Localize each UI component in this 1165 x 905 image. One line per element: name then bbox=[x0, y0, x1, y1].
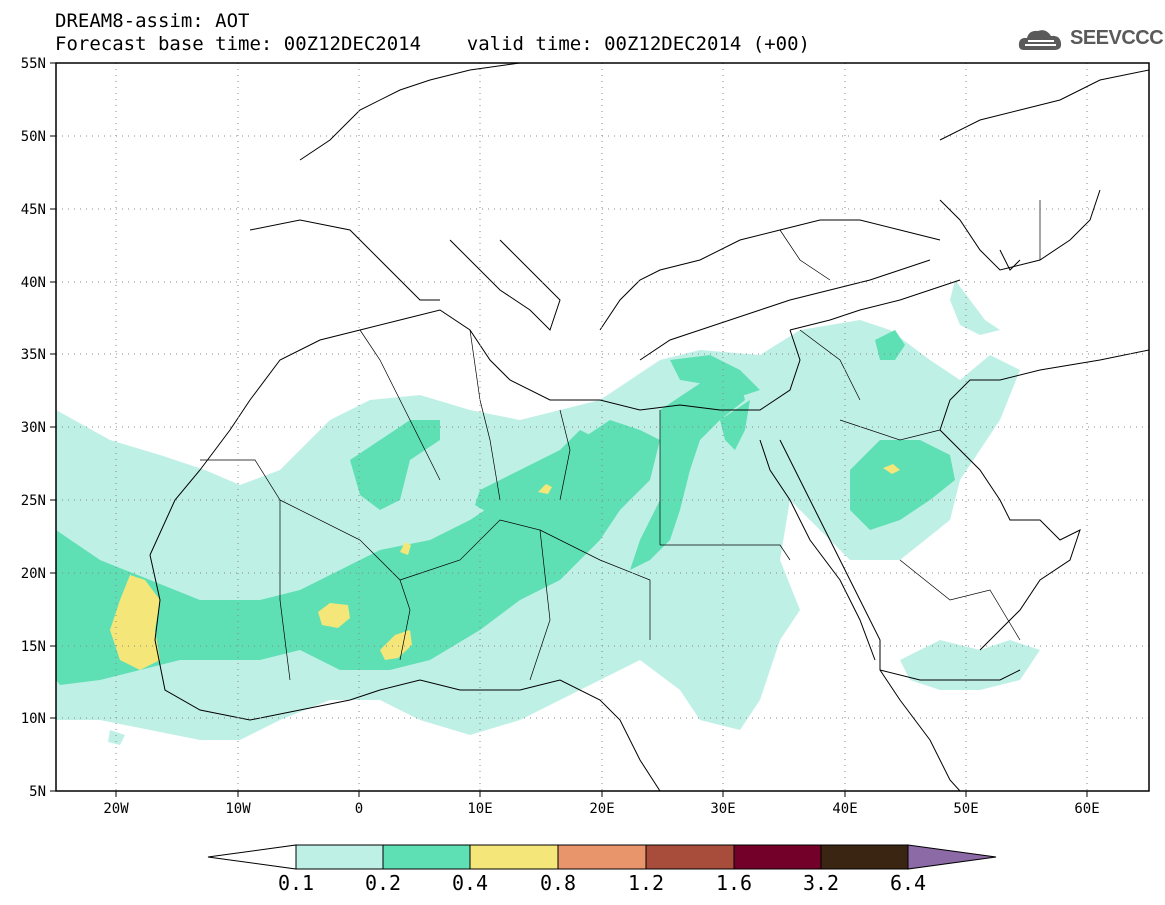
colorbar-label: 0.2 bbox=[365, 871, 401, 895]
colorbar-segment bbox=[295, 844, 384, 870]
colorbar-label: 0.4 bbox=[452, 871, 488, 895]
cloud-icon bbox=[1018, 30, 1062, 50]
lon-label: 10W bbox=[225, 801, 251, 817]
lat-label: 15N bbox=[21, 639, 46, 655]
lat-label: 10N bbox=[21, 711, 46, 727]
lon-label: 20W bbox=[103, 801, 129, 817]
axis-ticks bbox=[50, 62, 1088, 797]
lat-label: 35N bbox=[21, 347, 46, 363]
colorbar-arrow-high bbox=[907, 844, 997, 870]
lat-label: 20N bbox=[21, 566, 46, 582]
colorbar-segment bbox=[645, 844, 735, 870]
colorbar-segment bbox=[820, 844, 909, 870]
lon-label: 0 bbox=[355, 801, 363, 817]
colorbar-label: 1.2 bbox=[628, 871, 664, 895]
lat-label: 50N bbox=[21, 129, 46, 145]
lat-label: 5N bbox=[29, 784, 46, 800]
aot-level-0.2 bbox=[56, 330, 955, 685]
graticule bbox=[56, 63, 1149, 791]
colorbar-label: 0.8 bbox=[540, 871, 576, 895]
lat-label: 25N bbox=[21, 493, 46, 509]
lon-label: 50E bbox=[953, 801, 978, 817]
chart-title: DREAM8-assim: AOT bbox=[55, 10, 250, 32]
colorbar-label: 0.1 bbox=[278, 871, 314, 895]
colorbar bbox=[207, 844, 997, 870]
colorbar-segment bbox=[469, 844, 559, 870]
lon-label: 40E bbox=[832, 801, 857, 817]
logo-text: SEEVCCC bbox=[1070, 27, 1164, 49]
colorbar-label: 6.4 bbox=[890, 871, 926, 895]
lat-label: 30N bbox=[21, 420, 46, 436]
lon-label: 60E bbox=[1074, 801, 1099, 817]
aot-shading bbox=[56, 280, 1040, 745]
colorbar-segment bbox=[733, 844, 822, 870]
colorbar-arrow-low bbox=[207, 844, 297, 870]
forecast-time-line: Forecast base time: 00Z12DEC2014 valid t… bbox=[55, 33, 810, 55]
lat-label: 55N bbox=[21, 56, 46, 72]
lon-label: 20E bbox=[589, 801, 614, 817]
colorbar-label: 3.2 bbox=[803, 871, 839, 895]
lat-label: 45N bbox=[21, 202, 46, 218]
colorbar-label: 1.6 bbox=[716, 871, 752, 895]
lat-label: 40N bbox=[21, 275, 46, 291]
colorbar-segment bbox=[382, 844, 471, 870]
lon-label: 10E bbox=[467, 801, 492, 817]
colorbar-segment bbox=[557, 844, 647, 870]
lon-label: 30E bbox=[710, 801, 735, 817]
